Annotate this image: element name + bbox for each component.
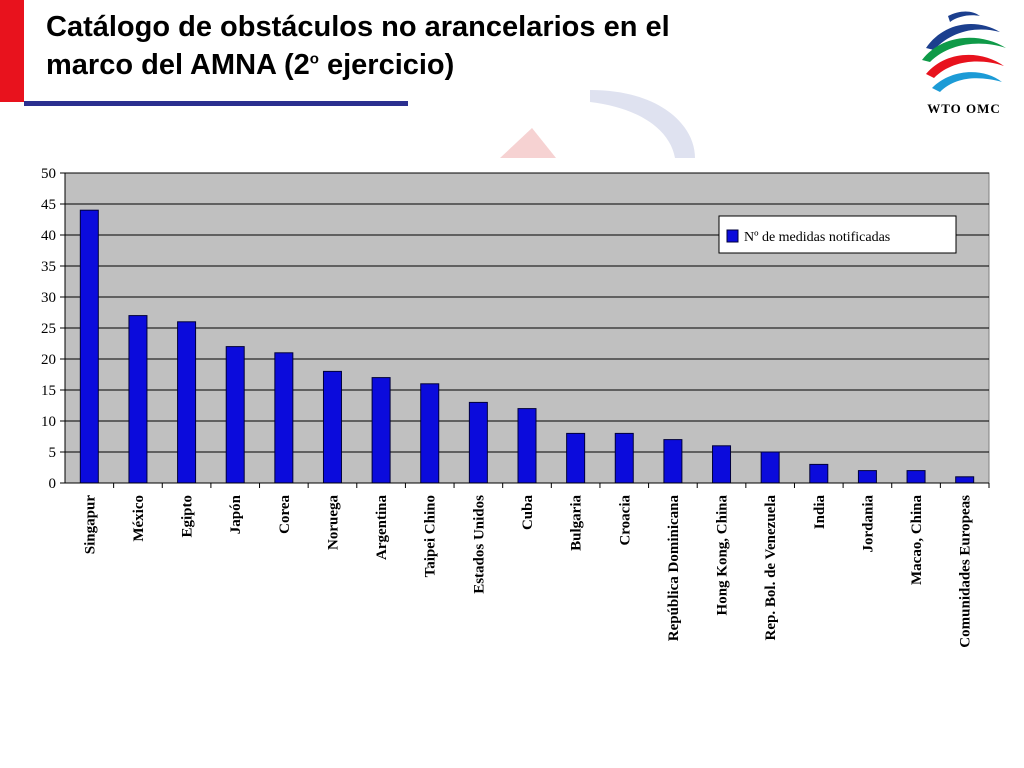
y-tick-label: 0 <box>49 476 57 492</box>
bar <box>177 321 197 484</box>
bar <box>614 432 634 484</box>
x-tick-label: República Dominicana <box>666 495 682 642</box>
y-tick-label: 20 <box>41 352 56 368</box>
bar <box>420 383 440 484</box>
x-tick-label: Egipto <box>180 495 196 538</box>
bar <box>760 451 780 484</box>
y-tick-label: 35 <box>41 259 56 275</box>
title-line-2-end: ejercicio) <box>318 49 455 81</box>
x-tick-label: Singapur <box>82 495 98 555</box>
x-axis-ticks: Singapur México Egipto Japón Corea Noruega Arg… <box>65 482 990 648</box>
x-tick-label: Bulgaria <box>569 495 585 551</box>
slide-title: Catálogo de obstáculos no arancelarios e… <box>46 8 866 84</box>
y-tick-label: 5 <box>49 445 57 461</box>
x-tick-label: Estados Unidos <box>471 495 487 594</box>
y-tick-label: 50 <box>41 166 56 182</box>
legend-label: Nº de medidas notificadas <box>744 230 890 245</box>
red-accent-bar <box>0 0 24 102</box>
x-tick-label: Croacia <box>617 495 633 546</box>
y-tick-label: 40 <box>41 228 56 244</box>
y-tick-label: 10 <box>41 414 56 430</box>
x-tick-label: Rep. Bol. de Venezuela <box>763 495 779 641</box>
x-tick-label: India <box>812 495 828 530</box>
x-tick-label: Argentina <box>374 495 390 560</box>
bar <box>906 470 926 484</box>
x-tick-label: Macao, China <box>909 495 925 586</box>
bar <box>663 439 683 484</box>
y-axis-ticks: 0 5 10 15 20 25 30 35 40 45 50 <box>41 166 66 492</box>
bar <box>517 408 537 484</box>
x-tick-label: Taipei Chino <box>423 495 439 577</box>
x-tick-label: Hong Kong, China <box>715 495 731 616</box>
bar <box>566 432 586 484</box>
y-tick-label: 25 <box>41 321 56 337</box>
bar <box>79 209 99 484</box>
x-tick-label: Noruega <box>325 495 341 550</box>
x-tick-label: Comunidades Europeas <box>958 495 974 648</box>
y-tick-label: 30 <box>41 290 56 306</box>
title-line-2-start: marco del AMNA (2 <box>46 49 310 81</box>
watermark-icon <box>500 90 695 158</box>
legend: Nº de medidas notificadas <box>718 215 957 254</box>
bar <box>712 445 732 484</box>
wto-logo-icon <box>922 11 1006 92</box>
x-tick-label: Jordania <box>860 495 876 553</box>
bar <box>809 463 829 484</box>
x-tick-label: Corea <box>277 495 293 534</box>
y-tick-label: 15 <box>41 383 56 399</box>
bar <box>468 401 488 484</box>
bar <box>322 370 342 484</box>
bar <box>857 470 877 484</box>
y-tick-label: 45 <box>41 197 56 213</box>
legend-box <box>718 215 957 254</box>
title-line-1: Catálogo de obstáculos no arancelarios e… <box>46 11 670 43</box>
x-tick-label: Cuba <box>520 495 536 531</box>
x-tick-label: México <box>131 495 147 542</box>
logo-text: WTO OMC <box>927 101 1001 116</box>
bar <box>225 346 245 484</box>
legend-swatch <box>726 229 739 243</box>
bar <box>128 315 148 484</box>
title-underline <box>24 101 408 106</box>
bar <box>274 352 294 484</box>
title-superscript: o <box>309 50 319 68</box>
bars <box>79 209 975 484</box>
bar <box>955 476 975 484</box>
x-tick-label: Japón <box>228 494 244 534</box>
bar <box>371 377 391 484</box>
